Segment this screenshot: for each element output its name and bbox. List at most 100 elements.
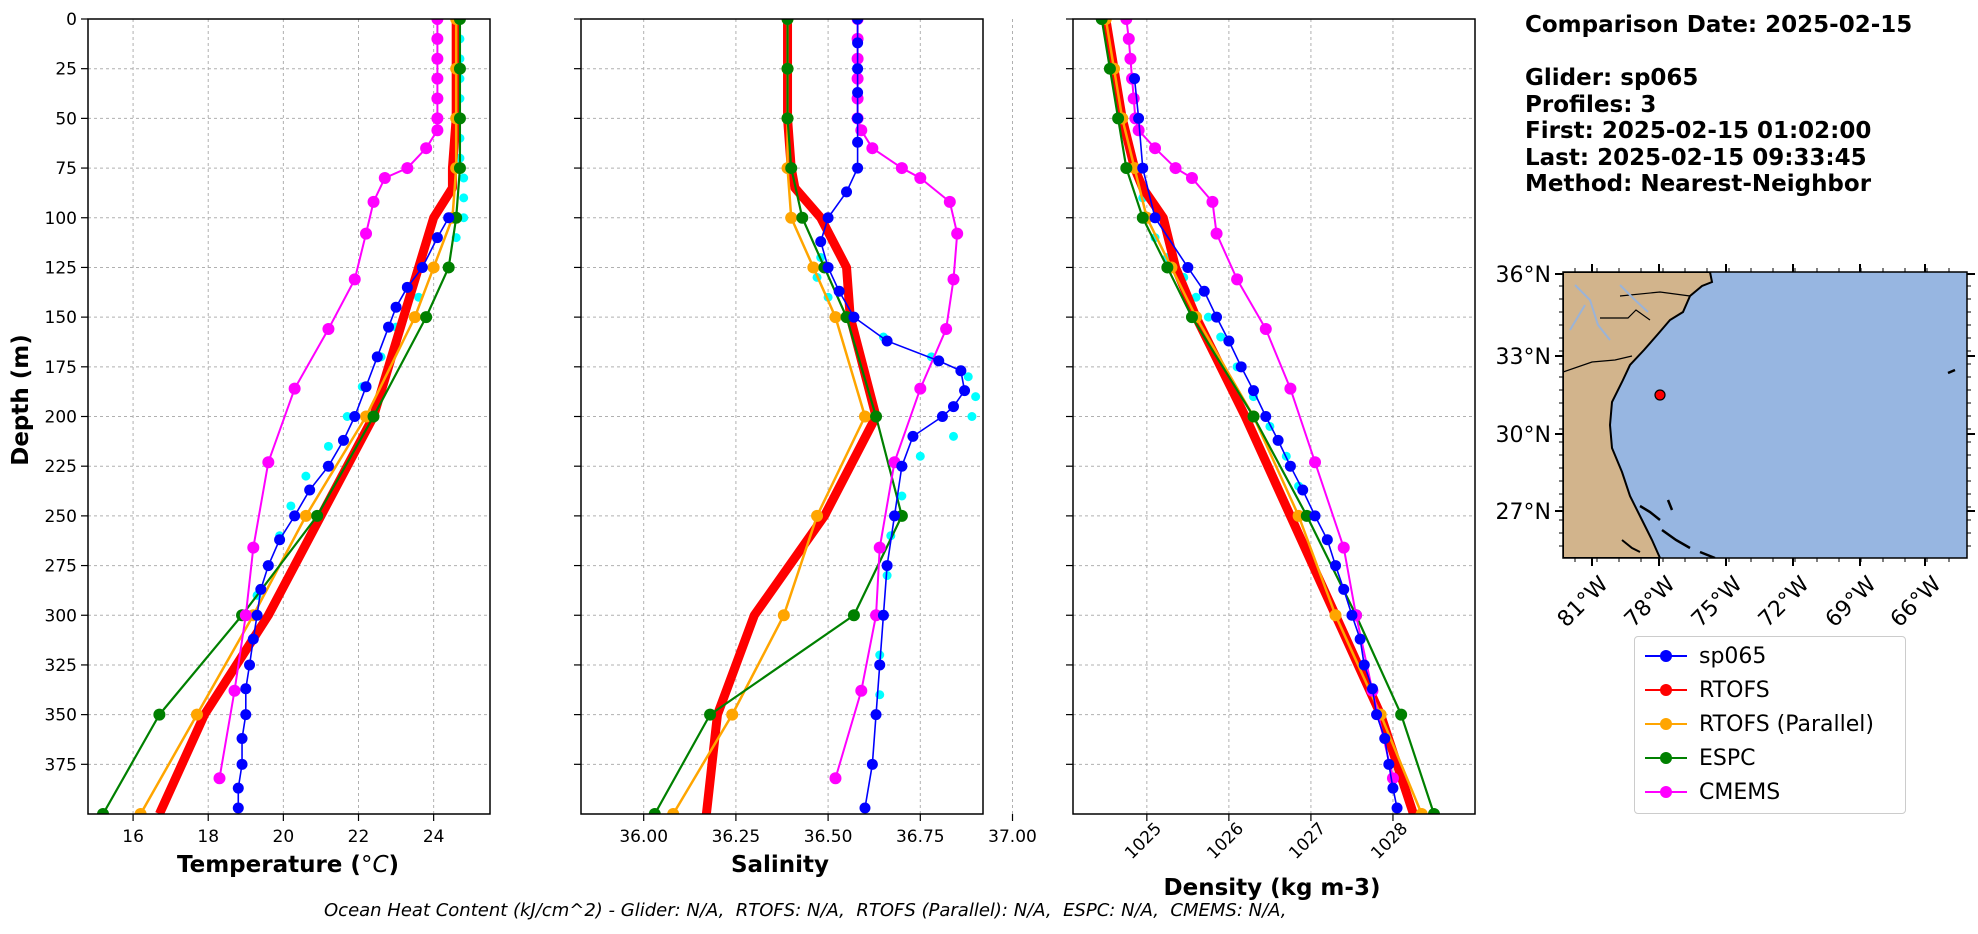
y-tick-label: 25 — [55, 60, 77, 80]
series-line-espc — [102, 19, 462, 814]
y-tick-label: 350 — [45, 706, 77, 726]
data-point-sp065-profile-2 — [963, 372, 973, 382]
y-tick-label: 200 — [45, 408, 77, 428]
data-point-espc — [453, 62, 466, 75]
data-point-sp065 — [1284, 460, 1296, 472]
data-point-rtofs-parallel — [1415, 808, 1428, 814]
x-tick-label: 36.00 — [619, 827, 668, 847]
y-tick-label: 175 — [45, 358, 77, 378]
data-point-sp065 — [841, 186, 853, 198]
data-point-cmems — [1386, 772, 1399, 785]
legend-marker — [1645, 718, 1687, 730]
map-lon-label: 78°W — [1620, 572, 1681, 633]
y-tick-label: 225 — [45, 457, 77, 477]
data-point-sp065-profile-2 — [459, 173, 469, 183]
data-point-espc — [367, 410, 380, 423]
map-lat-label: 27°N — [1496, 500, 1551, 525]
data-point-cmems — [951, 227, 964, 240]
salinity-xlabel: Salinity — [731, 852, 829, 878]
data-point-rtofs-parallel — [1292, 509, 1305, 522]
data-point-sp065 — [936, 411, 948, 422]
data-point-sp065 — [1321, 534, 1333, 546]
data-point-sp065-profile-2 — [971, 392, 981, 402]
salinity-series — [648, 19, 981, 814]
map-state-border — [1563, 291, 1691, 373]
data-point-rtofs-parallel — [1329, 609, 1342, 622]
data-point-sp065-profile-2 — [1216, 332, 1226, 342]
x-tick-label: 36.25 — [712, 827, 761, 847]
map-lon-label: 66°W — [1886, 572, 1947, 633]
data-point-sp065 — [933, 355, 945, 367]
data-point-espc — [1103, 62, 1116, 75]
data-point-sp065 — [1346, 609, 1358, 621]
density-series — [1095, 19, 1440, 814]
data-point-sp065 — [349, 411, 361, 422]
data-point-sp065 — [383, 321, 395, 333]
data-point-sp065-profile-2 — [286, 501, 296, 511]
x-tick-label: 1027 — [1285, 819, 1330, 864]
info-panel: Comparison Date: 2025-02-15 Glider: sp06… — [1525, 12, 1912, 198]
x-tick-label: 1028 — [1367, 819, 1412, 864]
last-profile-time: Last: 2025-02-15 09:33:45 — [1525, 144, 1867, 171]
data-point-espc — [785, 162, 798, 175]
temperature-series — [97, 19, 469, 814]
data-point-sp065 — [1354, 633, 1366, 645]
data-point-sp065 — [881, 335, 893, 347]
series-line-cmems — [834, 19, 959, 779]
salinity-ticks: 36.00 36.25 36.50 36.75 37.00 — [574, 18, 1037, 847]
temperature-panel: 16 18 20 22 24 0 25 50 75 100 125 150 175 200 225 250 27… — [8, 10, 491, 878]
map-lon-label: 81°W — [1553, 572, 1614, 633]
data-point-sp065 — [881, 560, 893, 572]
y-tick-label: 125 — [45, 258, 77, 278]
data-point-sp065 — [1330, 560, 1342, 572]
legend-label: RTOFS (Parallel) — [1699, 711, 1874, 737]
data-point-sp065 — [1387, 782, 1399, 794]
legend-item: RTOFS (Parallel) — [1643, 709, 1874, 739]
data-point-sp065 — [848, 311, 860, 323]
x-tick-label: 37.00 — [988, 827, 1037, 847]
data-point-sp065 — [232, 782, 244, 794]
data-point-sp065 — [896, 460, 908, 472]
data-point-sp065 — [322, 460, 334, 472]
data-point-cmems — [1169, 162, 1182, 175]
method: Method: Nearest-Neighbor — [1525, 171, 1872, 197]
data-point-sp065 — [1235, 361, 1247, 373]
data-point-espc — [781, 19, 794, 25]
data-point-sp065-profile-2 — [897, 491, 907, 501]
data-point-sp065 — [1338, 583, 1350, 595]
data-point-sp065 — [262, 560, 274, 572]
y-tick-label: 50 — [55, 109, 77, 129]
data-point-sp065 — [815, 236, 827, 248]
map-lon-label: 72°W — [1754, 572, 1815, 633]
series-line-rtofs-parallel — [1104, 19, 1423, 814]
data-point-sp065 — [1366, 683, 1378, 695]
data-point-sp065 — [304, 484, 316, 496]
data-point-sp065 — [1297, 484, 1309, 496]
first-profile-time: First: 2025-02-15 01:02:00 — [1525, 118, 1872, 144]
salinity-panel: 36.00 36.25 36.50 36.75 37.00 Salinity — [574, 18, 1037, 878]
glider-location-marker — [1654, 389, 1666, 401]
data-point-rtofs-parallel — [190, 708, 203, 721]
y-tick-label: 150 — [45, 308, 77, 328]
x-tick-label: 24 — [423, 827, 445, 847]
data-point-sp065-profile-2 — [301, 471, 311, 481]
data-point-rtofs-parallel — [858, 410, 871, 423]
x-tick-label: 18 — [197, 827, 219, 847]
data-point-cmems — [431, 32, 444, 45]
data-point-sp065 — [947, 401, 959, 413]
data-point-sp065 — [852, 19, 864, 25]
data-point-sp065 — [360, 381, 372, 393]
y-tick-label: 300 — [45, 606, 77, 626]
data-point-sp065 — [1371, 709, 1383, 721]
data-point-sp065 — [1211, 311, 1223, 323]
data-point-sp065 — [822, 261, 834, 273]
data-point-rtofs-parallel — [807, 261, 820, 274]
data-point-sp065 — [852, 112, 864, 124]
data-point-espc — [796, 211, 809, 224]
data-point-sp065 — [274, 534, 286, 546]
data-point-cmems — [855, 684, 868, 697]
temperature-xlabel-close: ) — [389, 852, 400, 878]
legend-item: RTOFS — [1643, 675, 1770, 705]
density-grid — [1073, 18, 1475, 814]
data-point-sp065-profile-2 — [967, 412, 977, 421]
